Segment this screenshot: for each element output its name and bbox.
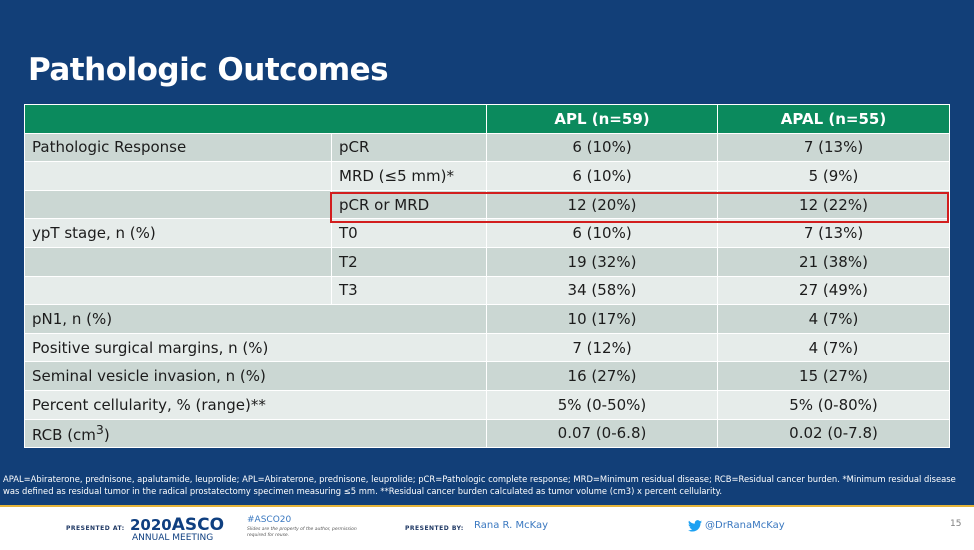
table-row: Percent cellularity, % (range)** 5% (0-5…	[24, 389, 950, 420]
apl-value: 19 (32%)	[486, 246, 718, 277]
table-row: T2 19 (32%) 21 (38%)	[24, 246, 950, 277]
row-label: pN1, n (%)	[24, 304, 487, 334]
outcomes-table: APL (n=59) APAL (n=55) Pathologic Respon…	[24, 104, 950, 449]
presenter-name: Rana R. McKay	[474, 520, 549, 531]
row-sublabel: T0	[331, 218, 487, 248]
table-row: RCB (cm3) 0.07 (0-6.8) 0.02 (0-7.8)	[24, 418, 950, 449]
page-title: Pathologic Outcomes	[28, 52, 389, 88]
table-header-row: APL (n=59) APAL (n=55)	[24, 104, 950, 134]
row-label	[24, 161, 332, 191]
apl-value: 0.07 (0-6.8)	[486, 418, 718, 449]
footnote: APAL=Abiraterone, prednisone, apalutamid…	[3, 474, 956, 496]
table-row: Pathologic Response pCR 6 (10%) 7 (13%)	[24, 132, 950, 163]
apal-value: 15 (27%)	[717, 361, 950, 391]
asco-year: 2020	[130, 516, 172, 534]
footer: PRESENTED AT: 2020ASCO ANNUAL MEETING #A…	[0, 507, 974, 550]
apal-value: 4 (7%)	[717, 332, 950, 363]
footer-accent-line	[0, 505, 974, 507]
presented-at-label: PRESENTED AT:	[66, 525, 125, 532]
apl-value: 6 (10%)	[486, 218, 718, 248]
apal-value: 21 (38%)	[717, 246, 950, 277]
presented-by-label: PRESENTED BY:	[405, 525, 464, 532]
table-row: ypT stage, n (%) T0 6 (10%) 7 (13%)	[24, 218, 950, 248]
table-row: Seminal vesicle invasion, n (%) 16 (27%)…	[24, 361, 950, 391]
apal-value: 7 (13%)	[717, 218, 950, 248]
table-row: Positive surgical margins, n (%) 7 (12%)…	[24, 332, 950, 363]
table-row: MRD (≤5 mm)* 6 (10%) 5 (9%)	[24, 161, 950, 191]
apal-value: 12 (22%)	[717, 189, 950, 220]
apl-value: 6 (10%)	[486, 161, 718, 191]
apl-value: 34 (58%)	[486, 275, 718, 306]
header-apl: APL (n=59)	[486, 104, 718, 134]
apal-value: 4 (7%)	[717, 304, 950, 334]
rcb-label: RCB (cm	[32, 426, 96, 445]
table-row: pN1, n (%) 10 (17%) 4 (7%)	[24, 304, 950, 334]
twitter-bird-icon	[688, 520, 702, 532]
apl-value: 5% (0-50%)	[486, 389, 718, 420]
apal-value: 0.02 (0-7.8)	[717, 418, 950, 449]
hashtag: #ASCO20	[247, 515, 292, 525]
row-label	[24, 275, 332, 306]
asco-logo: 2020ASCO ANNUAL MEETING	[130, 515, 225, 543]
apl-value: 16 (27%)	[486, 361, 718, 391]
rcb-label-suffix: )	[103, 426, 110, 445]
apl-value: 6 (10%)	[486, 132, 718, 163]
header-blank	[24, 104, 487, 134]
apl-value: 10 (17%)	[486, 304, 718, 334]
apl-value: 7 (12%)	[486, 332, 718, 363]
apal-value: 27 (49%)	[717, 275, 950, 306]
row-label: Percent cellularity, % (range)**	[24, 389, 487, 420]
row-sublabel: MRD (≤5 mm)*	[331, 161, 487, 191]
row-label	[24, 246, 332, 277]
apal-value: 7 (13%)	[717, 132, 950, 163]
asco-name: ASCO	[171, 515, 225, 535]
apal-value: 5 (9%)	[717, 161, 950, 191]
page-number: 15	[950, 519, 962, 529]
row-label: Pathologic Response	[24, 132, 332, 163]
table-row: T3 34 (58%) 27 (49%)	[24, 275, 950, 306]
row-label: Positive surgical margins, n (%)	[24, 332, 487, 363]
row-sublabel: pCR	[331, 132, 487, 163]
row-label: Seminal vesicle invasion, n (%)	[24, 361, 487, 391]
row-sublabel: T2	[331, 246, 487, 277]
twitter-handle[interactable]: @DrRanaMcKay	[705, 520, 785, 531]
apal-value: 5% (0-80%)	[717, 389, 950, 420]
apl-value: 12 (20%)	[486, 189, 718, 220]
row-label	[24, 189, 332, 220]
row-label: RCB (cm3)	[24, 418, 487, 449]
asco-meeting: ANNUAL MEETING	[132, 533, 214, 543]
disclaimer: Slides are the property of the author, p…	[247, 527, 357, 538]
header-apal: APAL (n=55)	[717, 104, 950, 134]
row-sublabel: T3	[331, 275, 487, 306]
row-sublabel: pCR or MRD	[331, 189, 487, 220]
table-row-highlighted: pCR or MRD 12 (20%) 12 (22%)	[24, 189, 950, 220]
row-label: ypT stage, n (%)	[24, 218, 332, 248]
rcb-label-superscript: 3	[95, 422, 104, 438]
